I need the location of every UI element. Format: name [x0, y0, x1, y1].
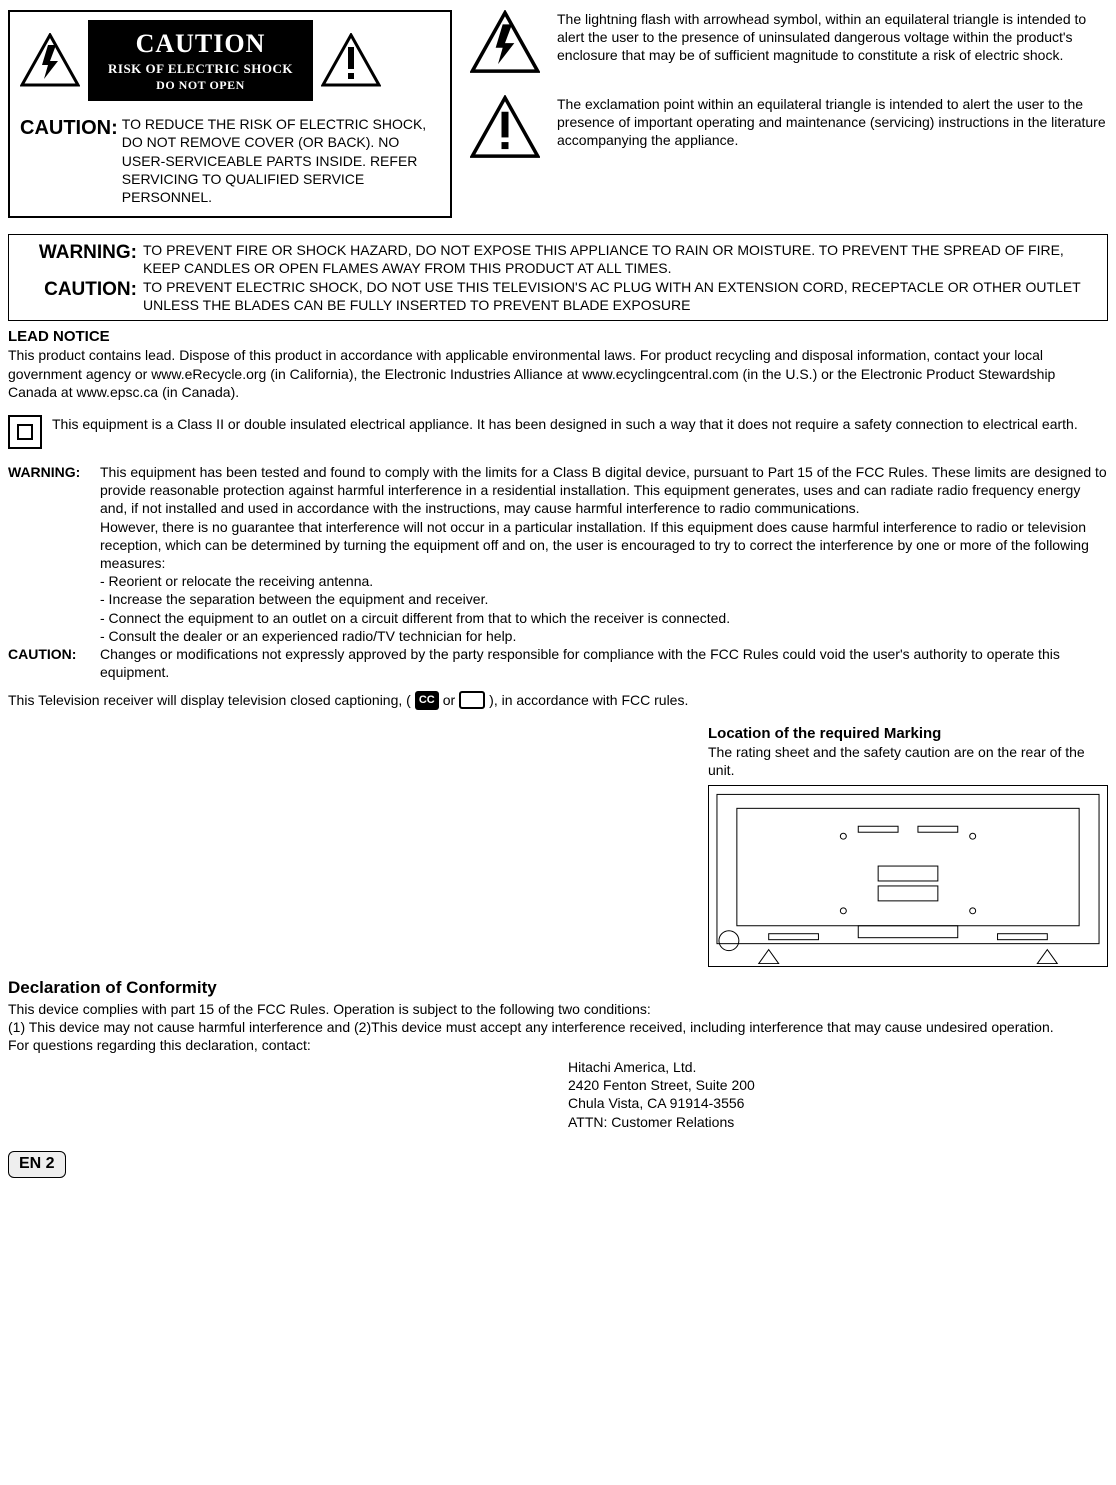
declaration-heading: Declaration of Conformity	[8, 977, 1108, 999]
fcc-warning-block: WARNING: This equipment has been tested …	[8, 463, 1108, 645]
location-block: Location of the required Marking The rat…	[8, 724, 1108, 968]
caution-sm: DO NOT OPEN	[108, 78, 293, 94]
lead-heading: LEAD NOTICE	[8, 327, 1108, 347]
caution-label: CAUTION:	[17, 278, 143, 314]
cc-post: ), in accordance with FCC rules.	[489, 691, 688, 709]
fcc-caution-block: CAUTION: Changes or modifications not ex…	[8, 645, 1108, 681]
address: Hitachi America, Ltd. 2420 Fenton Street…	[568, 1058, 1108, 1131]
fcc-caution-body: Changes or modifications not expressly a…	[100, 645, 1108, 681]
caution-row: CAUTION: TO PREVENT ELECTRIC SHOCK, DO N…	[17, 278, 1099, 314]
caution-text2: TO PREVENT ELECTRIC SHOCK, DO NOT USE TH…	[143, 278, 1099, 314]
declaration: Declaration of Conformity This device co…	[8, 977, 1108, 1130]
cc-mid: or	[443, 691, 455, 709]
lightning-desc: The lightning flash with arrowhead symbo…	[557, 10, 1108, 75]
caution-mid: RISK OF ELECTRIC SHOCK	[108, 61, 293, 78]
lead-body: This product contains lead. Dispose of t…	[8, 346, 1108, 401]
fcc-bullet: - Consult the dealer or an experienced r…	[100, 627, 1108, 645]
fcc-warning-label: WARNING:	[8, 463, 100, 645]
warning-row: WARNING: TO PREVENT FIRE OR SHOCK HAZARD…	[17, 241, 1099, 277]
page-number: EN 2	[8, 1151, 66, 1178]
exclaim-desc: The exclamation point within an equilate…	[557, 95, 1108, 160]
lightning-desc-row: The lightning flash with arrowhead symbo…	[462, 10, 1108, 75]
cc-pre: This Television receiver will display te…	[8, 691, 411, 709]
warning-label: WARNING:	[17, 241, 143, 277]
declaration-p3: For questions regarding this declaration…	[8, 1036, 1108, 1054]
double-insulation-icon	[8, 415, 42, 449]
exclaim-desc-row: The exclamation point within an equilate…	[462, 95, 1108, 160]
fcc-bullet: - Increase the separation between the eq…	[100, 590, 1108, 608]
exclaim-triangle-icon	[321, 33, 381, 88]
caution-box: CAUTION RISK OF ELECTRIC SHOCK DO NOT OP…	[8, 10, 452, 218]
black-caution-label: CAUTION RISK OF ELECTRIC SHOCK DO NOT OP…	[88, 20, 313, 101]
fcc-bullet: - Reorient or relocate the receiving ant…	[100, 572, 1108, 590]
fcc-caution-label: CAUTION:	[8, 645, 100, 681]
caution-prefix: CAUTION:	[20, 115, 118, 206]
location-inner: Location of the required Marking The rat…	[708, 724, 1108, 968]
closed-caption-line: This Television receiver will display te…	[8, 691, 1108, 709]
warning-text: TO PREVENT FIRE OR SHOCK HAZARD, DO NOT …	[143, 241, 1099, 277]
exclaim-triangle-icon	[462, 95, 547, 160]
fcc-warning-body: This equipment has been tested and found…	[100, 463, 1108, 645]
lightning-triangle-icon	[20, 33, 80, 88]
caution-text: CAUTION: TO REDUCE THE RISK OF ELECTRIC …	[20, 115, 440, 206]
cc-icon: CC	[415, 691, 439, 709]
fcc-p1: This equipment has been tested and found…	[100, 463, 1108, 518]
fcc-p2: However, there is no guarantee that inte…	[100, 518, 1108, 573]
declaration-p2: (1) This device may not cause harmful in…	[8, 1018, 1108, 1036]
addr-line: Chula Vista, CA 91914-3556	[568, 1094, 1108, 1112]
symbol-descriptions: The lightning flash with arrowhead symbo…	[462, 10, 1108, 180]
location-heading: Location of the required Marking	[708, 724, 1108, 744]
class2-row: This equipment is a Class II or double i…	[8, 415, 1108, 449]
lightning-triangle-icon	[462, 10, 547, 75]
fcc-bullet: - Connect the equipment to an outlet on …	[100, 609, 1108, 627]
addr-line: Hitachi America, Ltd.	[568, 1058, 1108, 1076]
declaration-p1: This device complies with part 15 of the…	[8, 1000, 1108, 1018]
tv-rear-diagram	[708, 785, 1108, 967]
addr-line: 2420 Fenton Street, Suite 200	[568, 1076, 1108, 1094]
caution-big: CAUTION	[108, 27, 293, 61]
location-body: The rating sheet and the safety caution …	[708, 743, 1108, 779]
class2-text: This equipment is a Class II or double i…	[52, 415, 1078, 433]
caution-body: TO REDUCE THE RISK OF ELECTRIC SHOCK, DO…	[118, 115, 440, 206]
tv-icon	[459, 691, 485, 709]
lead-notice: LEAD NOTICE This product contains lead. …	[8, 327, 1108, 401]
top-row: CAUTION RISK OF ELECTRIC SHOCK DO NOT OP…	[8, 10, 1108, 218]
warning-box: WARNING: TO PREVENT FIRE OR SHOCK HAZARD…	[8, 234, 1108, 321]
addr-line: ATTN: Customer Relations	[568, 1113, 1108, 1131]
caution-label-row: CAUTION RISK OF ELECTRIC SHOCK DO NOT OP…	[20, 20, 440, 101]
